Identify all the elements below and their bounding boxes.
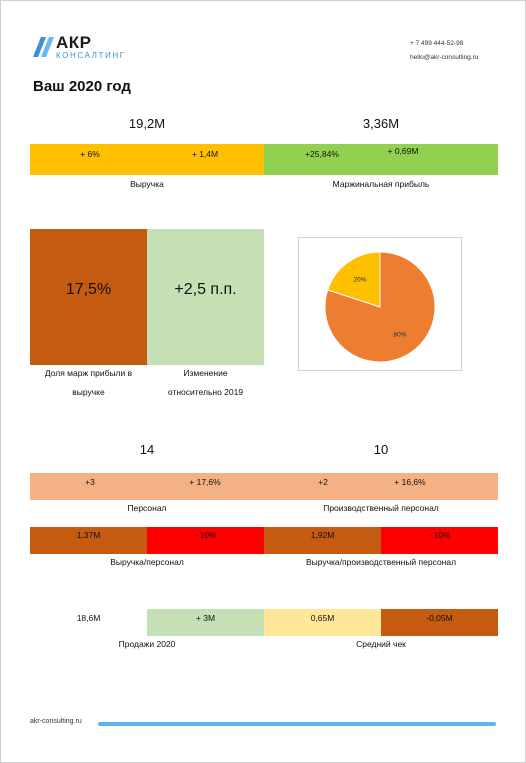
prod-staff-label: Производственный персонал — [323, 503, 439, 513]
rev-per-prod-label: Выручка/производственный персонал — [305, 557, 457, 567]
change-label-line1: Изменение — [183, 368, 228, 378]
staff-value: 14 — [139, 442, 155, 457]
margin-profit-abs: + 0,69M — [387, 146, 419, 156]
prod-staff-value: 10 — [373, 442, 389, 457]
rev-per-staff-label: Выручка/персонал — [110, 557, 184, 567]
change-tile — [147, 229, 264, 365]
margin-share-value: 17,5% — [65, 281, 112, 298]
rev-per-prod-pct-cell — [381, 527, 498, 554]
revenue-abs: + 1,4M — [191, 149, 219, 159]
prod-staff-pct: + 16,6% — [394, 477, 426, 487]
logo-sub-text: КОНСАЛТИНГ — [56, 51, 126, 60]
margin-profit-bar — [264, 144, 498, 175]
phone-number[interactable]: + 7 499 444-52-98 — [410, 40, 464, 47]
avg-check-value-cell — [264, 609, 381, 636]
page-title: Ваш 2020 год — [33, 78, 131, 95]
revenue-value: 19,2M — [128, 116, 166, 131]
pie-slice-label: 20% — [353, 276, 366, 283]
pie-slice-small — [327, 251, 381, 308]
margin-profit-pct: +25,84% — [305, 149, 339, 159]
rev-per-staff-value-cell — [30, 527, 147, 554]
margin-share-label-line2: выручке — [72, 387, 105, 397]
pie-chart: 20% 80% — [298, 237, 462, 371]
margin-share-tile — [30, 229, 147, 365]
footer-url[interactable]: akr-consulting.ru — [30, 718, 82, 725]
change-value: +2,5 п.п. — [174, 281, 237, 298]
sales-label: Продажи 2020 — [118, 639, 176, 649]
sales-delta-cell — [147, 609, 264, 636]
avg-check-label: Средний чек — [356, 639, 406, 649]
rev-per-staff-pct: - 10% — [194, 530, 217, 540]
revenue-bar — [30, 144, 264, 175]
sales-value: 18,6M — [76, 613, 101, 623]
avg-check-delta: -0,05M — [426, 613, 453, 623]
avg-check-value: 0,65M — [310, 613, 335, 623]
pie-slice-label: 80% — [394, 332, 407, 339]
staff-bar — [30, 473, 264, 500]
pie-slice-large — [324, 251, 436, 363]
footer-divider — [98, 722, 496, 726]
margin-profit-value: 3,36M — [362, 116, 400, 131]
rev-per-prod-pct: - 10% — [428, 530, 451, 540]
rev-per-staff-pct-cell — [147, 527, 264, 554]
prod-staff-delta: +2 — [318, 477, 328, 487]
staff-pct: + 17,6% — [189, 477, 221, 487]
staff-label: Персонал — [127, 503, 167, 513]
revenue-pct: + 6% — [80, 149, 100, 159]
rev-per-prod-value-cell — [264, 527, 381, 554]
prod-staff-bar — [264, 473, 498, 500]
avg-check-delta-cell — [381, 609, 498, 636]
logo-main-text: АКР — [56, 33, 92, 52]
revenue-label: Выручка — [130, 179, 164, 189]
staff-delta: +3 — [85, 477, 95, 487]
margin-share-label-line1: Доля марж прибыли в — [44, 368, 133, 378]
email-address[interactable]: hello@akr-consulting.ru — [410, 54, 479, 61]
rev-per-staff-value: 1,37M — [76, 530, 101, 540]
sales-delta: + 3M — [195, 613, 216, 623]
logo-icon — [33, 37, 54, 57]
rev-per-prod-value: 1,92M — [310, 530, 335, 540]
margin-profit-label: Маржинальная прибыль — [332, 179, 430, 189]
change-label-line2: относительно 2019 — [167, 387, 244, 397]
